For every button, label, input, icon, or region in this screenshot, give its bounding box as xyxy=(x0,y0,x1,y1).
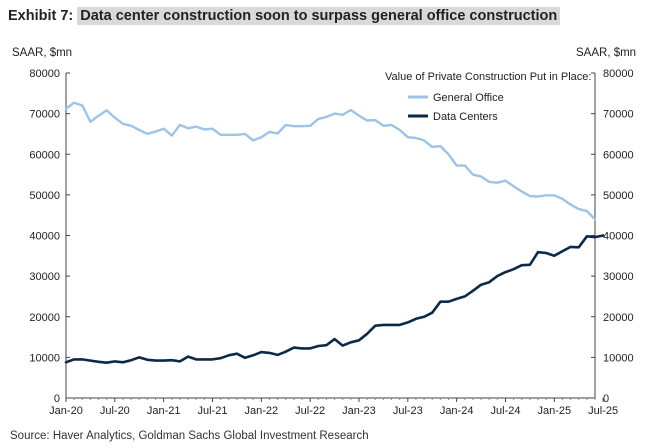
exhibit-title: Exhibit 7: Data center construction soon… xyxy=(8,5,561,27)
axis-ticks: 0 0 10000 10000 20000 20000 30000 30000 40000 400… xyxy=(29,68,633,417)
x-tick-label: Jul-24 xyxy=(490,405,520,417)
legend: Value of Private Construction Put in Pla… xyxy=(385,71,591,123)
x-tick-label: Jan-20 xyxy=(49,405,83,417)
y-tick-label-right: 70000 xyxy=(603,109,634,121)
source-note: Source: Haver Analytics, Goldman Sachs G… xyxy=(10,430,369,442)
x-tick-label: Jan-23 xyxy=(342,405,376,417)
y-tick-label-left: 20000 xyxy=(29,312,60,324)
legend-label-general-office: General Office xyxy=(433,92,504,104)
x-tick-label: Jul-20 xyxy=(100,405,130,417)
y-tick-label-right: 50000 xyxy=(603,190,634,202)
y-tick-label-right: 40000 xyxy=(603,231,634,243)
y-tick-label-left: 80000 xyxy=(29,68,60,80)
x-tick-label: Jul-23 xyxy=(393,405,423,417)
chart-series xyxy=(64,101,605,365)
y-tick-label-left: 30000 xyxy=(29,271,60,283)
y-tick-label-left: 40000 xyxy=(29,231,60,243)
x-tick-label: Jan-22 xyxy=(245,405,279,417)
y-tick-label-left: 60000 xyxy=(29,149,60,161)
y-tick-label-right: 10000 xyxy=(603,352,634,364)
legend-title: Value of Private Construction Put in Pla… xyxy=(385,71,591,83)
x-tick-label: Jan-25 xyxy=(537,405,571,417)
x-tick-label: Jan-21 xyxy=(147,405,181,417)
y-axis-title-left: SAAR, $mn xyxy=(12,47,72,59)
y-tick-label-right: 60000 xyxy=(603,149,634,161)
x-tick-label: Jul-22 xyxy=(295,405,325,417)
exhibit-label: Exhibit 7: xyxy=(8,8,74,24)
y-tick-label-right: 0 xyxy=(603,393,609,405)
y-tick-label-right: 20000 xyxy=(603,312,634,324)
y-tick-label-right: 80000 xyxy=(603,68,634,80)
y-tick-label-left: 50000 xyxy=(29,190,60,202)
y-tick-label-left: 0 xyxy=(54,393,60,405)
y-axis-title-right: SAAR, $mn xyxy=(576,47,636,59)
series-line-data-centers xyxy=(64,234,605,365)
y-tick-label-left: 10000 xyxy=(29,352,60,364)
x-tick-label: Jul-25 xyxy=(588,405,618,417)
x-tick-label: Jul-21 xyxy=(198,405,228,417)
chart-axes xyxy=(65,73,596,399)
x-tick-label: Jan-24 xyxy=(440,405,474,417)
chart-title: Data center construction soon to surpass… xyxy=(77,7,561,25)
legend-label-data-centers: Data Centers xyxy=(433,111,498,123)
series-line-general-office xyxy=(64,101,597,221)
y-tick-label-left: 70000 xyxy=(29,109,60,121)
y-tick-label-right: 30000 xyxy=(603,271,634,283)
